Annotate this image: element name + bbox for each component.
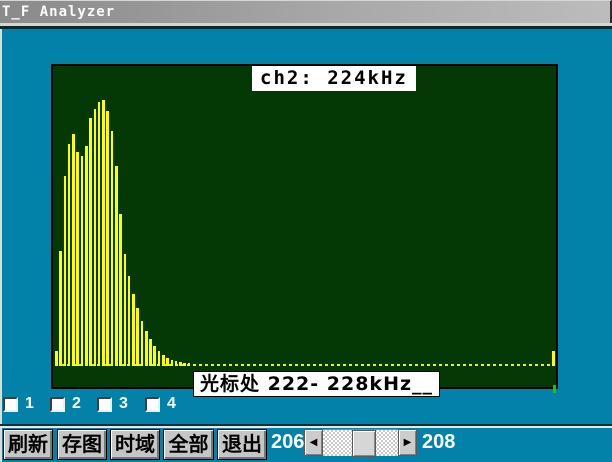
- spectrum-plot[interactable]: [51, 64, 558, 389]
- checkbox-2-label: 2: [72, 395, 81, 412]
- cursor-readout: 光标处 222- 228kHz__: [193, 371, 441, 397]
- titlebar-underline: [0, 23, 612, 26]
- checkbox-1-label: 1: [25, 395, 34, 412]
- refresh-button[interactable]: 刷新: [3, 429, 53, 460]
- all-button[interactable]: 全部: [163, 429, 214, 460]
- checkbox-3-label: 3: [119, 395, 128, 412]
- scroll-left-button[interactable]: ◀: [304, 429, 323, 456]
- checkbox-group-1: 1: [3, 395, 34, 413]
- scroll-right-button[interactable]: ▶: [398, 429, 417, 456]
- channel-label: ch2: 224kHz: [252, 66, 416, 91]
- save-image-button[interactable]: 存图: [57, 429, 107, 460]
- window-title: T_F Analyzer: [2, 4, 116, 20]
- checkbox-2[interactable]: [50, 396, 65, 412]
- checkbox-4[interactable]: [145, 396, 160, 412]
- scrollbar-track[interactable]: [323, 429, 398, 457]
- exit-button[interactable]: 退出: [217, 429, 267, 460]
- scrollbar-thumb[interactable]: [352, 430, 376, 457]
- cursor-tick: [553, 385, 556, 393]
- spectrum-bars: [55, 86, 192, 366]
- scroll-right-value: 208: [422, 431, 456, 453]
- checkbox-group-2: 2: [50, 395, 81, 413]
- checkbox-group-3: 3: [97, 395, 128, 413]
- toolbar-top-highlight: [0, 426, 612, 428]
- zero-baseline: [55, 364, 554, 366]
- checkbox-3[interactable]: [97, 396, 112, 412]
- title-bar: T_F Analyzer: [0, 0, 612, 23]
- scroll-left-value: 206: [271, 431, 305, 453]
- checkbox-group-4: 4: [145, 395, 176, 413]
- client-top-edge: [0, 26, 612, 29]
- right-edge-bar: [552, 351, 555, 366]
- checkbox-1[interactable]: [3, 396, 18, 412]
- scroll-left-icon: ◀: [309, 437, 318, 448]
- client-left-edge: [0, 29, 2, 462]
- time-domain-button[interactable]: 时域: [110, 429, 160, 460]
- frequency-scrollbar: ◀ ▶: [304, 429, 417, 457]
- checkbox-4-label: 4: [167, 395, 176, 412]
- scroll-right-icon: ▶: [403, 437, 412, 448]
- toolbar-top-shadow: [0, 424, 612, 426]
